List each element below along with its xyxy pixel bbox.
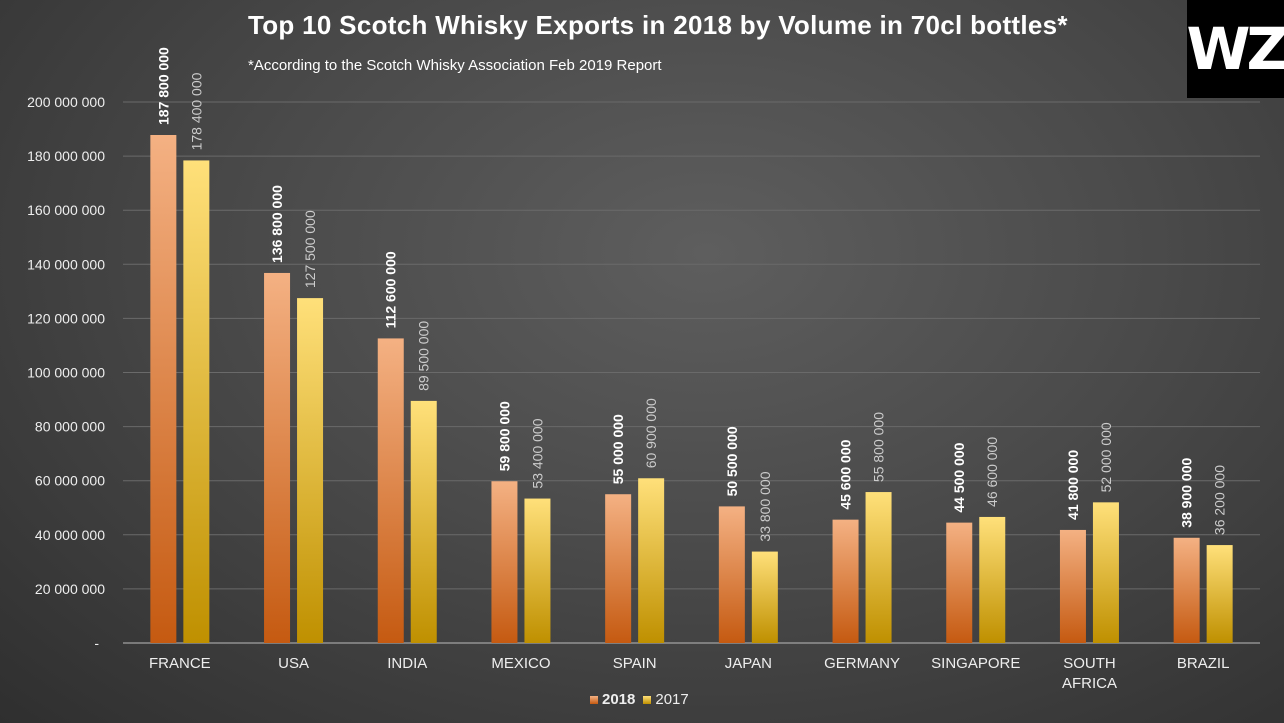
bar-2018 <box>150 135 177 643</box>
bar-2018 <box>377 338 404 643</box>
bar-2017 <box>297 298 324 643</box>
chart-subtitle: *According to the Scotch Whisky Associat… <box>248 57 662 74</box>
y-tick-label: - <box>94 635 99 651</box>
legend-item-2017: 2017 <box>643 691 689 708</box>
bar-2017 <box>183 160 210 644</box>
x-tick-label: GERMANY <box>824 655 900 672</box>
bar-2018 <box>946 522 973 643</box>
bar-2018 <box>491 481 518 643</box>
x-tick-label: SOUTH <box>1063 655 1116 672</box>
bar-2017 <box>865 492 892 643</box>
data-label: 59 800 000 <box>496 401 512 471</box>
bar-2018 <box>1059 529 1086 643</box>
x-tick-label: SINGAPORE <box>931 655 1020 672</box>
y-tick-label: 160 000 000 <box>27 202 105 218</box>
data-label: 112 600 000 <box>383 251 399 328</box>
legend-label-2018: 2018 <box>602 691 636 708</box>
bar-2017 <box>638 478 665 643</box>
data-label: 60 900 000 <box>643 398 659 468</box>
y-tick-label: 100 000 000 <box>27 365 105 381</box>
bar-2018 <box>264 272 291 643</box>
bar-2017 <box>524 498 551 643</box>
data-label: 33 800 000 <box>757 471 773 541</box>
data-label: 41 800 000 <box>1065 450 1081 520</box>
x-tick-label: USA <box>278 655 309 672</box>
x-tick-label: MEXICO <box>491 655 550 672</box>
x-tick-label: AFRICA <box>1062 675 1117 692</box>
data-label: 45 600 000 <box>838 439 854 509</box>
y-tick-label: 80 000 000 <box>35 419 105 435</box>
y-tick-label: 200 000 000 <box>27 94 105 110</box>
bar-2018 <box>1173 537 1200 643</box>
bar-2017 <box>1092 502 1119 643</box>
y-tick-label: 20 000 000 <box>35 581 105 597</box>
data-label: 50 500 000 <box>724 426 740 496</box>
bar-2017 <box>410 400 437 643</box>
data-label: 127 500 000 <box>302 210 318 288</box>
y-tick-label: 140 000 000 <box>27 256 105 272</box>
data-label: 52 000 000 <box>1098 422 1114 492</box>
bar-2018 <box>832 519 859 643</box>
data-label: 55 000 000 <box>610 414 626 484</box>
chart-title: Top 10 Scotch Whisky Exports in 2018 by … <box>248 10 1068 40</box>
y-tick-label: 180 000 000 <box>27 148 105 164</box>
x-tick-label: SPAIN <box>613 655 657 672</box>
legend-label-2017: 2017 <box>655 691 689 708</box>
bar-2017 <box>1206 545 1233 643</box>
data-label: 36 200 000 <box>1212 465 1228 535</box>
data-label: 46 600 000 <box>984 437 1000 507</box>
wz-logo: WZ <box>1186 0 1284 98</box>
data-label: 178 400 000 <box>188 72 204 150</box>
y-tick-label: 60 000 000 <box>35 473 105 489</box>
x-tick-label: FRANCE <box>149 655 211 672</box>
x-tick-label: BRAZIL <box>1177 655 1230 672</box>
data-label: 55 800 000 <box>871 412 887 482</box>
data-label: 53 400 000 <box>529 418 545 488</box>
y-tick-label: 40 000 000 <box>35 527 105 543</box>
legend-item-2018: 2018 <box>590 691 635 708</box>
bar-2018 <box>605 494 632 643</box>
data-label: 136 800 000 <box>269 185 285 263</box>
bar-2018 <box>718 506 745 643</box>
data-label: 187 800 000 <box>155 47 171 125</box>
x-tick-label: INDIA <box>387 655 427 672</box>
x-tick-label: JAPAN <box>725 655 772 672</box>
y-tick-label: 120 000 000 <box>27 310 105 326</box>
bar-2017 <box>751 551 778 643</box>
data-label: 38 900 000 <box>1179 457 1195 527</box>
data-label: 89 500 000 <box>416 321 432 391</box>
data-label: 44 500 000 <box>951 442 967 512</box>
legend: 2018 2017 <box>590 691 689 708</box>
bar-2017 <box>979 516 1006 643</box>
